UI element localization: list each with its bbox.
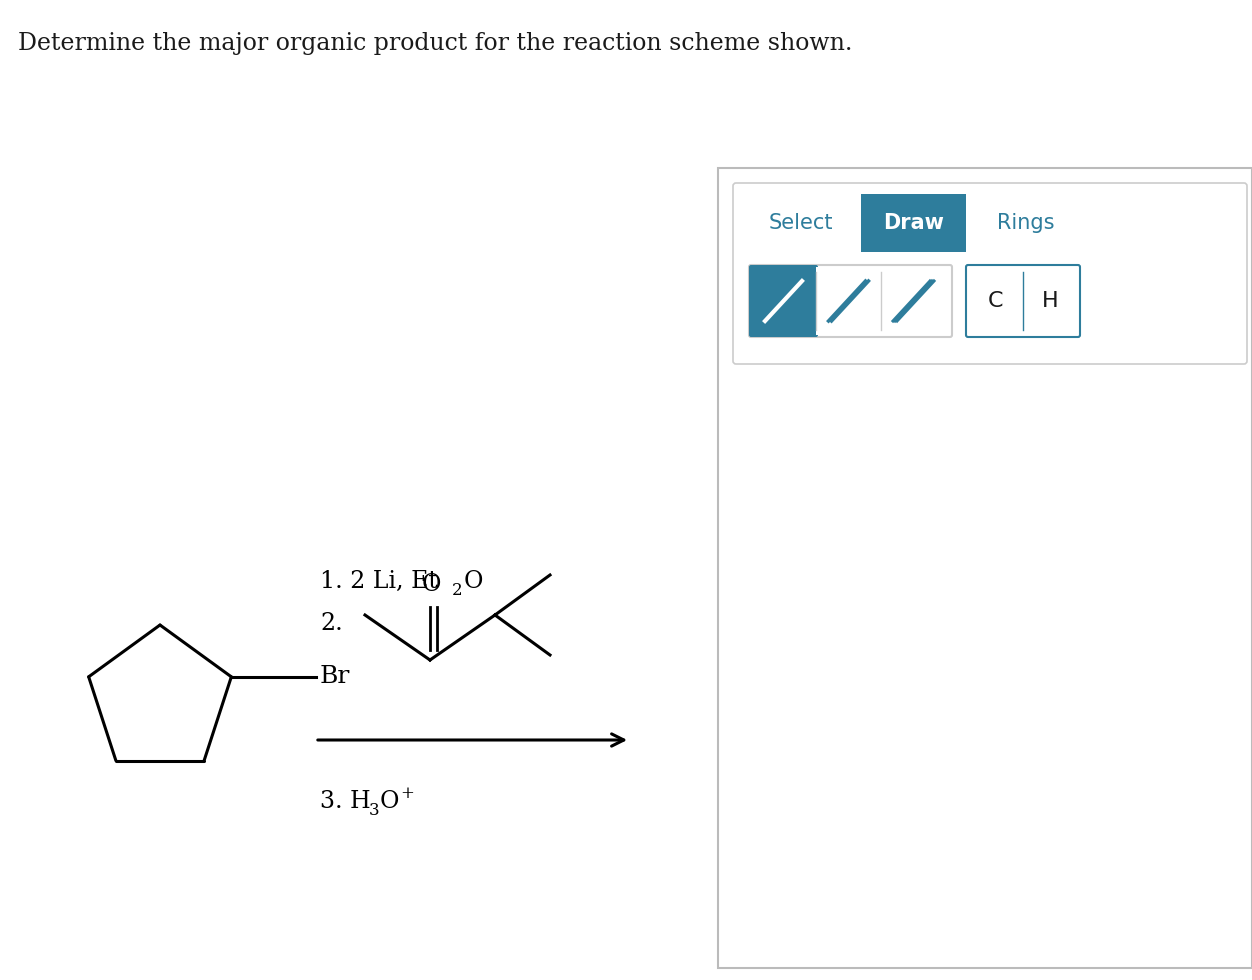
Text: +: + [399,785,414,802]
Text: 2: 2 [452,582,463,599]
Text: O: O [381,790,399,813]
FancyBboxPatch shape [717,168,1252,968]
Bar [816,267,881,335]
Text: 2.: 2. [321,612,343,635]
Text: Rings: Rings [998,213,1054,233]
Text: 1. 2 Li, Et: 1. 2 Li, Et [321,570,438,593]
Text: Draw: Draw [883,213,944,233]
FancyBboxPatch shape [732,183,1247,364]
FancyBboxPatch shape [749,265,818,337]
Text: Br: Br [319,665,349,688]
Text: 3: 3 [369,802,379,819]
Bar [881,267,947,335]
FancyBboxPatch shape [749,265,952,337]
Text: H: H [1042,291,1059,311]
Text: Select: Select [769,213,834,233]
Text: O: O [422,573,442,596]
Text: Determine the major organic product for the reaction scheme shown.: Determine the major organic product for … [18,32,853,55]
Bar [861,194,967,252]
Text: C: C [988,291,1003,311]
FancyBboxPatch shape [967,265,1080,337]
Text: 3. H: 3. H [321,790,371,813]
Text: O: O [464,570,483,593]
